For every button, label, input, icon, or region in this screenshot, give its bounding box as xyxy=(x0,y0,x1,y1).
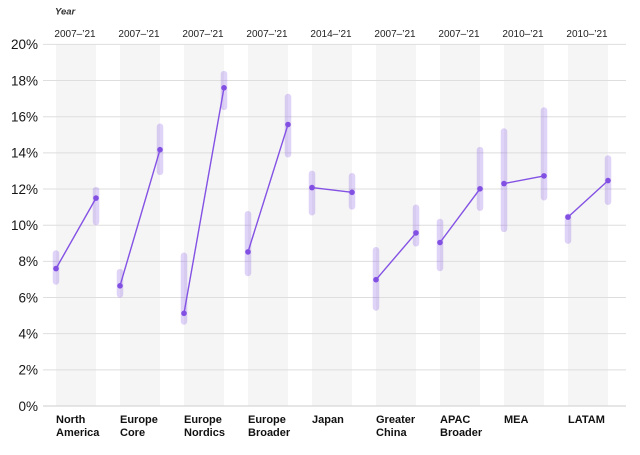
svg-text:Broader: Broader xyxy=(440,427,483,439)
svg-text:Core: Core xyxy=(120,427,145,439)
svg-text:6%: 6% xyxy=(18,290,38,305)
svg-text:Europe: Europe xyxy=(184,414,222,426)
svg-text:Broader: Broader xyxy=(248,427,291,439)
svg-text:2007–’21: 2007–’21 xyxy=(246,29,288,40)
svg-text:2007–’21: 2007–’21 xyxy=(118,29,160,40)
svg-text:18%: 18% xyxy=(11,73,38,88)
svg-text:MEA: MEA xyxy=(504,414,529,426)
svg-text:Europe: Europe xyxy=(248,414,286,426)
svg-text:2010–’21: 2010–’21 xyxy=(502,29,544,40)
svg-text:0%: 0% xyxy=(18,399,38,414)
svg-text:North: North xyxy=(56,414,86,426)
svg-text:Japan: Japan xyxy=(312,414,344,426)
svg-text:16%: 16% xyxy=(11,110,38,125)
svg-text:Europe: Europe xyxy=(120,414,158,426)
svg-text:2007–’21: 2007–’21 xyxy=(182,29,224,40)
svg-text:2007–’21: 2007–’21 xyxy=(54,29,96,40)
svg-text:2%: 2% xyxy=(18,363,38,378)
svg-text:2007–’21: 2007–’21 xyxy=(438,29,480,40)
svg-text:2007–’21: 2007–’21 xyxy=(374,29,416,40)
svg-text:LATAM: LATAM xyxy=(568,414,605,426)
svg-text:China: China xyxy=(376,427,407,439)
svg-text:8%: 8% xyxy=(18,254,38,269)
svg-text:2010–’21: 2010–’21 xyxy=(566,29,608,40)
svg-text:20%: 20% xyxy=(11,37,38,52)
svg-text:Year: Year xyxy=(55,7,77,18)
svg-text:10%: 10% xyxy=(11,218,38,233)
svg-text:Nordics: Nordics xyxy=(184,427,225,439)
svg-text:APAC: APAC xyxy=(440,414,470,426)
svg-text:America: America xyxy=(56,427,100,439)
svg-text:4%: 4% xyxy=(18,326,38,341)
svg-text:14%: 14% xyxy=(11,146,38,161)
svg-text:Greater: Greater xyxy=(376,414,416,426)
svg-text:2014–’21: 2014–’21 xyxy=(310,29,352,40)
svg-text:12%: 12% xyxy=(11,182,38,197)
